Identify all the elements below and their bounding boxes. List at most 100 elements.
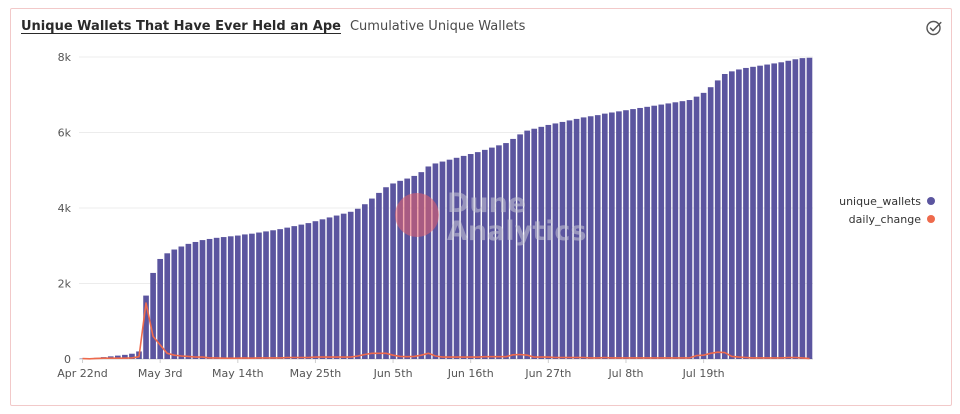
watermark-text: Analytics [447, 216, 586, 247]
bar-unique-wallets [771, 63, 778, 359]
bar-unique-wallets [383, 187, 389, 359]
bar-unique-wallets [369, 198, 375, 359]
bar-unique-wallets [171, 249, 178, 359]
chart-title[interactable]: Unique Wallets That Have Ever Held an Ap… [21, 19, 341, 34]
bar-unique-wallets [736, 69, 742, 359]
legend-marker [927, 197, 935, 205]
bar-unique-wallets [510, 138, 516, 359]
bar-unique-wallets [206, 238, 213, 359]
chart-header: Unique Wallets That Have Ever Held an Ap… [21, 19, 525, 39]
bar-unique-wallets [122, 354, 128, 359]
bar-unique-wallets [481, 149, 488, 359]
bar-unique-wallets [587, 116, 594, 359]
bar-unique-wallets [340, 213, 347, 359]
bar-unique-wallets [496, 145, 502, 359]
bar-unique-wallets [376, 192, 382, 359]
bar-unique-wallets [672, 102, 679, 360]
legend-label: daily_change [849, 213, 922, 226]
bar-unique-wallets [679, 101, 686, 359]
bar-unique-wallets [164, 253, 171, 359]
bar-unique-wallets [270, 230, 276, 359]
bar-unique-wallets [467, 154, 474, 359]
bar-unique-wallets [573, 118, 580, 359]
bar-unique-wallets [362, 204, 368, 359]
bar-unique-wallets [263, 231, 269, 359]
bar-unique-wallets [594, 115, 601, 359]
bar-unique-wallets [474, 152, 481, 359]
bar-unique-wallets [129, 353, 135, 359]
y-tick-label: 8k [58, 51, 72, 64]
chart-card: Unique Wallets That Have Ever Held an Ap… [10, 8, 952, 406]
bar-unique-wallets [291, 226, 298, 359]
bar-unique-wallets [397, 180, 403, 359]
bar-unique-wallets [764, 64, 770, 360]
bar-unique-wallets [425, 166, 432, 359]
x-tick-label: Jun 27th [524, 367, 571, 380]
bar-unique-wallets [220, 237, 227, 359]
bar-unique-wallets [460, 155, 467, 359]
bar-unique-wallets [729, 71, 735, 359]
bar-unique-wallets [566, 120, 573, 359]
bar-unique-wallets [665, 103, 672, 360]
bar-unique-wallets [700, 92, 707, 360]
bar-unique-wallets [446, 159, 453, 359]
y-tick-label: 4k [58, 202, 72, 215]
bar-unique-wallets [538, 126, 545, 360]
bar-unique-wallets [333, 215, 340, 359]
bar-unique-wallets [284, 227, 291, 359]
x-tick-label: Jul 8th [607, 367, 643, 380]
check-circle-icon[interactable] [925, 19, 943, 37]
x-tick-label: May 3rd [138, 367, 183, 380]
bar-unique-wallets [199, 240, 206, 359]
bar-unique-wallets [743, 67, 749, 359]
y-tick-label: 6k [58, 127, 72, 140]
bar-unique-wallets [347, 211, 354, 359]
bar-unique-wallets [778, 62, 785, 359]
bar-unique-wallets [298, 224, 305, 359]
bar-unique-wallets [601, 113, 608, 359]
bar-unique-wallets [792, 59, 799, 359]
y-tick-label: 2k [58, 278, 72, 291]
bar-unique-wallets [721, 73, 728, 360]
bar-unique-wallets [517, 134, 523, 359]
bar-unique-wallets [213, 237, 220, 359]
bar-unique-wallets [785, 60, 792, 360]
legend-label: unique_wallets [839, 195, 921, 208]
bar-unique-wallets [227, 236, 234, 359]
bar-unique-wallets [192, 241, 199, 359]
watermark-text: Dune [447, 188, 526, 219]
bar-unique-wallets [249, 233, 255, 359]
bar-unique-wallets [390, 183, 396, 359]
legend-marker [927, 215, 935, 223]
bar-unique-wallets [630, 109, 636, 359]
bar-unique-wallets [256, 232, 262, 359]
bar-unique-wallets [559, 121, 566, 360]
bar-unique-wallets [326, 217, 333, 359]
y-tick-label: 0 [64, 353, 71, 366]
bar-unique-wallets [757, 65, 763, 359]
dune-logo-icon [395, 193, 439, 237]
bar-unique-wallets [545, 124, 552, 359]
bar-unique-wallets [580, 117, 587, 360]
bar-unique-wallets [178, 246, 185, 359]
daily-change-line [82, 302, 810, 360]
bar-unique-wallets [242, 234, 248, 359]
bar-unique-wallets [354, 208, 361, 359]
bar-unique-wallets [637, 107, 643, 360]
bar-unique-wallets [312, 221, 319, 359]
x-tick-label: Jul 19th [682, 367, 725, 380]
bar-unique-wallets [806, 57, 813, 359]
bar-unique-wallets [531, 128, 538, 359]
bar-unique-wallets [750, 66, 756, 359]
bar-unique-wallets [616, 111, 622, 359]
bar-unique-wallets [185, 243, 192, 359]
bar-unique-wallets [693, 96, 700, 359]
bar-unique-wallets [453, 157, 460, 359]
bar-unique-wallets [319, 219, 326, 359]
bar-unique-wallets [623, 110, 629, 359]
bar-unique-wallets [658, 104, 665, 359]
bar-unique-wallets [277, 229, 283, 359]
bar-unique-wallets [234, 235, 241, 359]
